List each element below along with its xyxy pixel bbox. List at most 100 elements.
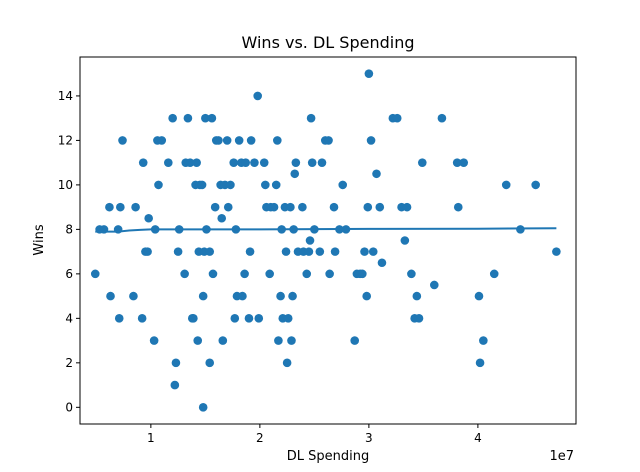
data-point xyxy=(241,158,250,167)
x-axis-label: DL Spending xyxy=(287,449,369,464)
data-point xyxy=(400,236,410,245)
data-point xyxy=(105,202,114,212)
data-point xyxy=(269,202,279,212)
y-tick-label: 6 xyxy=(65,267,73,281)
data-point xyxy=(350,336,360,345)
data-point xyxy=(197,180,207,190)
data-point xyxy=(360,247,369,256)
y-tick-label: 8 xyxy=(65,222,73,236)
data-point xyxy=(368,247,378,256)
data-point xyxy=(276,291,285,301)
data-point xyxy=(143,247,152,256)
data-point xyxy=(377,258,387,268)
data-point xyxy=(222,136,232,145)
y-tick-label: 14 xyxy=(58,89,73,103)
data-point xyxy=(192,158,201,167)
data-point xyxy=(180,269,189,279)
data-point xyxy=(261,180,270,190)
data-point xyxy=(307,158,317,167)
data-point xyxy=(459,158,469,167)
data-point xyxy=(429,280,439,290)
data-point xyxy=(417,158,427,167)
data-point xyxy=(364,69,374,78)
data-point xyxy=(273,136,282,145)
data-point xyxy=(552,247,561,256)
data-point xyxy=(274,336,283,345)
data-point xyxy=(90,269,100,279)
data-point xyxy=(317,158,327,167)
data-point xyxy=(338,180,348,190)
data-point xyxy=(246,136,256,145)
data-point xyxy=(363,202,373,212)
data-point xyxy=(372,169,381,179)
data-point xyxy=(298,202,307,212)
data-point xyxy=(245,247,255,256)
x-tick-label: 2 xyxy=(256,431,264,445)
data-point xyxy=(201,113,210,123)
data-point xyxy=(229,158,239,167)
data-point xyxy=(114,314,124,323)
data-point xyxy=(208,269,218,279)
data-point xyxy=(250,158,259,167)
data-point xyxy=(198,291,208,301)
data-point xyxy=(223,202,233,212)
data-point xyxy=(144,213,153,223)
data-point xyxy=(137,314,147,323)
data-point xyxy=(302,269,312,279)
y-tick-label: 2 xyxy=(65,356,73,370)
y-tick-label: 4 xyxy=(65,311,73,325)
data-point xyxy=(226,180,235,190)
data-point xyxy=(271,180,281,190)
data-point xyxy=(171,358,181,368)
data-point xyxy=(362,291,372,301)
data-point xyxy=(185,158,195,167)
data-point xyxy=(414,314,424,323)
data-point xyxy=(265,269,274,279)
data-point xyxy=(330,247,340,256)
data-point xyxy=(315,247,325,256)
data-point xyxy=(329,202,339,212)
data-point xyxy=(324,136,333,145)
data-point xyxy=(366,136,376,145)
data-point xyxy=(283,314,293,323)
data-point xyxy=(193,336,203,345)
data-point xyxy=(282,358,292,368)
data-point xyxy=(214,136,223,145)
trend-line xyxy=(95,227,557,233)
data-point xyxy=(281,247,291,256)
y-axis-label: Wins xyxy=(32,224,47,255)
data-point xyxy=(325,269,334,279)
data-point xyxy=(253,91,262,101)
plot-area xyxy=(90,69,561,412)
data-point xyxy=(290,169,300,179)
data-point xyxy=(210,202,220,212)
x-tick-label: 4 xyxy=(474,431,482,445)
data-point xyxy=(138,158,148,167)
data-point xyxy=(288,291,297,301)
data-point xyxy=(230,314,240,323)
chart-title: Wins vs. DL Spending xyxy=(242,33,415,52)
data-point xyxy=(170,380,180,390)
data-point xyxy=(168,113,177,123)
data-point xyxy=(164,158,173,167)
data-point xyxy=(291,158,301,167)
data-point xyxy=(217,213,227,223)
data-point xyxy=(189,314,198,323)
data-point xyxy=(154,180,163,190)
y-tick-label: 12 xyxy=(58,133,73,147)
data-point xyxy=(238,291,247,301)
data-point xyxy=(218,336,228,345)
data-point xyxy=(205,358,215,368)
data-point xyxy=(305,236,315,245)
data-point xyxy=(205,247,215,256)
data-point xyxy=(131,202,140,212)
data-point xyxy=(244,314,254,323)
y-tick-label: 0 xyxy=(65,400,73,414)
x-axis-offset-label: 1e7 xyxy=(549,449,574,464)
data-point xyxy=(254,314,264,323)
data-point xyxy=(207,113,217,123)
x-tick-label: 3 xyxy=(365,431,373,445)
data-point xyxy=(402,202,412,212)
